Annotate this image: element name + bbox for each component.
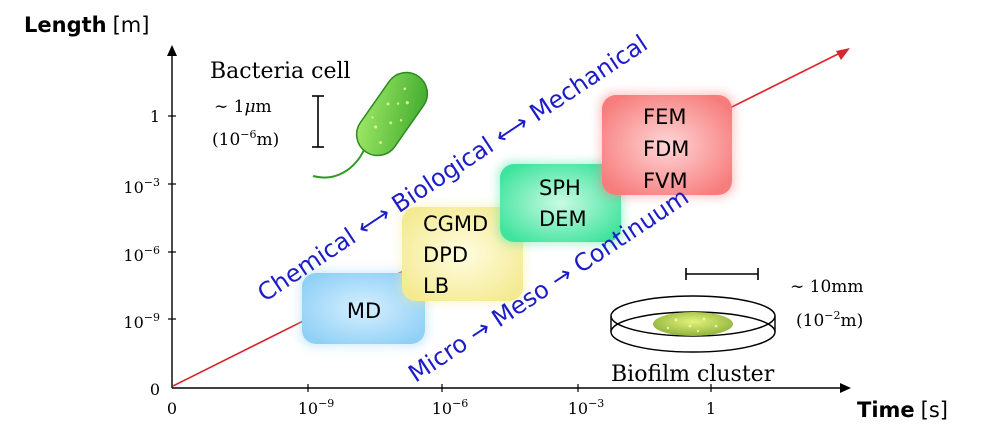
y-tick-1: 1 [150, 107, 160, 126]
method-fem-line-2: FDM [643, 137, 689, 161]
biofilm-title: Biofilm cluster [611, 362, 775, 387]
method-sph-line-2: DEM [539, 207, 587, 231]
bacteria-icon [355, 71, 429, 157]
x-axis-arrowhead [840, 383, 851, 393]
method-boxes: MD CGMD DPD LB SPH DEM FEM FDM FVM [300, 93, 734, 346]
method-box-fem: FEM FDM FVM [600, 93, 734, 197]
method-md-line-1: MD [347, 299, 381, 323]
x-axis-title: Time [s] [857, 398, 948, 422]
x-tick-1e-6: 10−6 [432, 397, 469, 418]
method-sph-line-1: SPH [539, 176, 581, 200]
x-tick-1e-9: 10−9 [298, 397, 335, 418]
x-tick-0: 0 [167, 399, 177, 418]
y-tick-0: 0 [150, 380, 160, 399]
y-tick-marks [168, 115, 176, 320]
method-fem-line-1: FEM [643, 105, 686, 129]
biofilm-scale-bar [685, 268, 759, 280]
trend-arrowhead [836, 48, 850, 60]
y-tick-1e-3: 10−3 [123, 176, 160, 197]
bacteria-title: Bacteria cell [210, 59, 351, 84]
bacteria-cell-group: Bacteria cell ∼ 1μm (10−6m) [210, 59, 429, 179]
petri-dish-icon [610, 295, 776, 353]
axes: 0 10−9 10−6 10−3 1 0 10−9 10−6 10−3 1 Le… [24, 13, 948, 422]
method-box-sph: SPH DEM [498, 162, 623, 244]
bacteria-flagellum [312, 147, 366, 179]
bacteria-size-line-1: ∼ 1μm [214, 97, 272, 117]
method-cgmd-line-1: CGMD [423, 212, 488, 236]
method-cgmd-line-3: LB [423, 274, 449, 298]
y-tick-1e-9: 10−9 [123, 311, 160, 332]
method-box-md: MD [300, 271, 427, 346]
bacteria-size-line-2: (10−6m) [212, 128, 279, 150]
y-tick-1e-6: 10−6 [123, 244, 160, 265]
bacteria-scale-bar [312, 95, 324, 148]
y-axis-arrowhead [167, 45, 177, 56]
method-box-cgmd: CGMD DPD LB [400, 205, 525, 303]
x-tick-1: 1 [706, 399, 716, 418]
y-axis-title: Length [m] [24, 13, 149, 37]
x-tick-marks [307, 384, 712, 392]
x-tick-1e-3: 10−3 [568, 397, 605, 418]
method-fem-line-3: FVM [643, 169, 688, 193]
method-cgmd-line-2: DPD [423, 243, 468, 267]
biofilm-size-line-2: (10−2m) [796, 309, 863, 331]
biofilm-size-line-1: ∼ 10mm [790, 277, 864, 297]
biofilm-cluster-group: ∼ 10mm (10−2m) Biofilm cluster [610, 268, 864, 387]
